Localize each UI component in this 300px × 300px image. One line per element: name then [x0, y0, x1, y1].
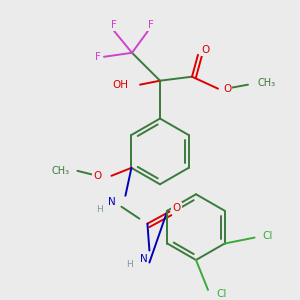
Text: N: N	[140, 254, 147, 263]
Text: OH: OH	[112, 80, 128, 90]
Text: O: O	[93, 171, 101, 181]
Text: F: F	[111, 20, 117, 30]
Text: O: O	[201, 45, 209, 55]
Text: H: H	[126, 260, 133, 269]
Text: CH₃: CH₃	[51, 166, 69, 176]
Text: N: N	[107, 197, 115, 207]
Text: CH₃: CH₃	[258, 78, 276, 88]
Text: F: F	[148, 20, 154, 30]
Text: O: O	[223, 84, 231, 94]
Text: O: O	[172, 203, 181, 213]
Text: Cl: Cl	[262, 231, 273, 241]
Text: F: F	[95, 52, 101, 62]
Text: Cl: Cl	[216, 289, 226, 299]
Text: H: H	[96, 205, 103, 214]
